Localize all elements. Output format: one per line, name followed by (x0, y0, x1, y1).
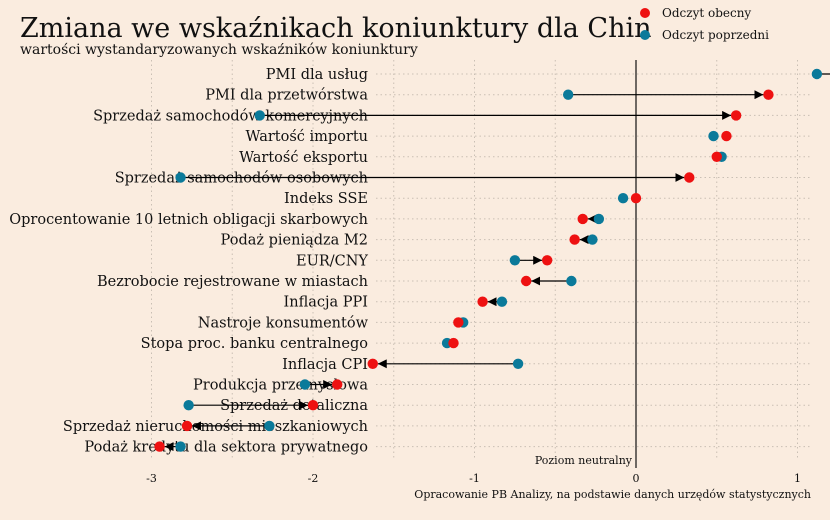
neutral-level-label: Poziom neutralny (535, 454, 633, 467)
point-current (763, 89, 774, 100)
x-tick-label: 0 (633, 472, 640, 485)
data-points (154, 68, 823, 452)
x-tick-label: 1 (794, 472, 801, 485)
point-current (577, 213, 588, 225)
point-current (181, 420, 193, 432)
x-tick-label: -3 (146, 472, 157, 485)
point-current (477, 296, 488, 307)
category-label: Oprocentowanie 10 letnich obligacji skar… (9, 212, 368, 228)
x-tick-label: -2 (308, 472, 319, 485)
chart-title: Zmiana we wskaźnikach koniunktury dla Ch… (20, 13, 652, 44)
point-current (332, 379, 343, 390)
point-current (367, 358, 378, 369)
point-previous (264, 420, 275, 432)
legend-marker-current (640, 8, 650, 18)
category-label: Sprzedaż samochodów komercyjnych (93, 108, 368, 124)
point-current (307, 400, 319, 411)
point-current (448, 337, 459, 349)
category-labels: PMI dla usług PMI dla przetwórstwa Sprzeda… (9, 67, 368, 456)
category-label: EUR/CNY (296, 253, 368, 269)
point-previous (175, 441, 186, 452)
category-label: Wartość importu (246, 129, 368, 145)
point-previous (593, 213, 605, 225)
category-label: Inflacja CPI (282, 357, 368, 373)
point-current (711, 151, 722, 162)
x-axis-ticks: -3-2-1012 (146, 472, 801, 485)
point-previous (299, 379, 311, 390)
point-previous (254, 110, 265, 121)
category-label: Sprzedaż detaliczna (220, 398, 368, 414)
point-previous (175, 172, 186, 183)
point-current (541, 255, 553, 266)
point-current (154, 441, 165, 452)
point-previous (509, 255, 521, 266)
category-label: Nastroje konsumentów (198, 315, 369, 331)
legend: Odczyt obecny Odczyt poprzedni (640, 6, 769, 42)
chart-subtitle: wartości wystandaryzowanych wskaźników k… (20, 42, 418, 58)
point-previous (617, 193, 629, 204)
change-arrows (164, 73, 830, 452)
category-label: Podaż pieniądza M2 (221, 233, 368, 249)
legend-label-current: Odczyt obecny (662, 6, 751, 20)
point-current (520, 275, 532, 287)
category-label: Sprzedaż nieruchomości mieszkaniowych (63, 419, 368, 435)
category-label: Bezrobocie rejestrowane w miastach (97, 274, 368, 290)
source-note: Opracowanie PB Analizy, na podstawie dan… (414, 488, 811, 501)
legend-label-previous: Odczyt poprzedni (662, 28, 769, 42)
x-tick-label: -1 (469, 472, 480, 485)
point-current (630, 193, 642, 204)
point-current (730, 110, 742, 121)
category-label: Sprzedaż samochodów osobowych (115, 171, 368, 187)
point-previous (708, 130, 719, 142)
category-label: Stopa proc. banku centralnego (141, 336, 368, 352)
category-label: Indeks SSE (284, 191, 368, 207)
point-previous (566, 275, 577, 287)
legend-marker-previous (640, 30, 650, 40)
category-label: Wartość eksportu (239, 150, 368, 166)
category-label: Inflacja PPI (284, 295, 369, 311)
point-previous (512, 358, 524, 369)
point-previous (496, 296, 508, 307)
category-label: PMI dla przetwórstwa (205, 88, 368, 104)
point-current (684, 172, 695, 183)
point-previous (811, 68, 823, 80)
point-current (721, 130, 732, 142)
point-previous (562, 89, 574, 100)
category-label: Podaż kredytu dla sektora prywatnego (84, 440, 368, 456)
category-label: PMI dla usług (266, 67, 368, 83)
point-current (569, 234, 580, 245)
point-previous (587, 234, 598, 245)
point-current (453, 317, 464, 328)
point-previous (183, 400, 194, 411)
